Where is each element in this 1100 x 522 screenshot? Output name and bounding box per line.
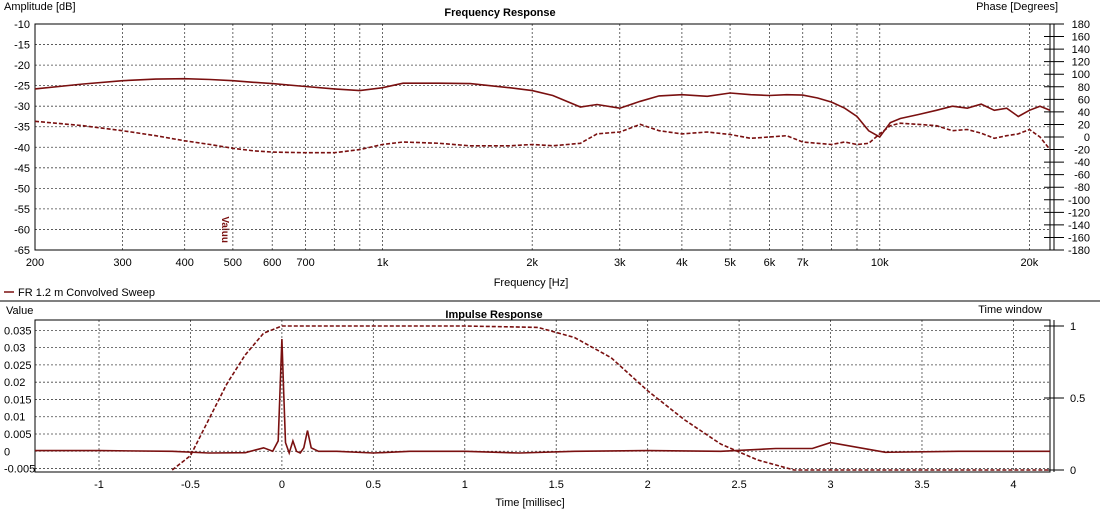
- fr-y2-tick: 160: [1072, 32, 1090, 44]
- impulse-response-plot: 0.035 0.03 0.025 0.02 0.015 0.01 0.005 0 -0.005 1…: [4, 319, 1085, 491]
- fr-y2-tick: -80: [1074, 182, 1090, 194]
- fr-y2-tick: 60: [1078, 94, 1090, 106]
- ir-frame: [34, 319, 1051, 473]
- fr-y2-tick: -140: [1068, 220, 1090, 232]
- ir-y-tick: 0.01: [4, 412, 25, 424]
- fr-y-tick: -35: [14, 122, 30, 134]
- fr-y-tick: -65: [14, 245, 30, 257]
- fr-y-tick: -30: [14, 101, 30, 113]
- fr-x-tick: 20k: [1021, 257, 1039, 269]
- fr-y2-tick: -40: [1074, 157, 1090, 169]
- fr-y2-tick: 0: [1084, 132, 1090, 144]
- ir-impulse-line: [35, 338, 1050, 456]
- ir-y-tick: -0.005: [4, 464, 35, 476]
- ir-y-tick: 0.025: [4, 360, 32, 372]
- ir-y2-tick: 1: [1070, 321, 1076, 333]
- fr-y2-tick: -20: [1074, 145, 1090, 157]
- fr-y-tick: -15: [14, 40, 30, 52]
- ir-y-tick: 0.02: [4, 377, 25, 389]
- ir-y2-tick: 0: [1070, 465, 1076, 477]
- fr-y-tick: -20: [14, 60, 30, 72]
- ir-title: Impulse Response: [445, 309, 542, 321]
- fr-x-tick: 2k: [526, 257, 538, 269]
- fr-x-tick: 6k: [764, 257, 776, 269]
- fr-amplitude-line: [34, 77, 1051, 139]
- fr-y2-tick: -160: [1068, 232, 1090, 244]
- ir-y-tick: 0.005: [4, 429, 32, 441]
- fr-y2-tick: -60: [1074, 170, 1090, 182]
- ir-y-tick: 0.035: [4, 325, 32, 337]
- ir-x-tick: 2: [645, 479, 651, 491]
- fr-legend-entry: FR 1.2 m Convolved Sweep: [18, 287, 155, 299]
- fr-y2-tick: -120: [1068, 207, 1090, 219]
- fr-y2-tick: 180: [1072, 19, 1090, 31]
- ir-time-window-line: [171, 325, 1050, 471]
- fr-x-tick: 400: [175, 257, 193, 269]
- ir-y-tick: 0: [4, 446, 10, 458]
- fr-xlabel: Frequency [Hz]: [494, 277, 569, 289]
- fr-y-tick: -25: [14, 81, 30, 93]
- fr-ylabel: Amplitude [dB]: [4, 1, 76, 13]
- fr-y-tick: -60: [14, 224, 30, 236]
- ir-x-tick: 3.5: [914, 479, 929, 491]
- fr-y-tick: -10: [14, 19, 30, 31]
- fr-x-tick: 3k: [614, 257, 626, 269]
- ir-x-tick: 0.5: [366, 479, 381, 491]
- ir-y-tick: 0.015: [4, 394, 32, 406]
- fr-y2-tick: 80: [1078, 82, 1090, 94]
- ir-y2-tick: 0.5: [1070, 393, 1085, 405]
- ir-x-tick: -0.5: [181, 479, 200, 491]
- fr-y2-tick: 40: [1078, 107, 1090, 119]
- fr-y2-tick: 20: [1078, 119, 1090, 131]
- fr-x-tick: 5k: [724, 257, 736, 269]
- ir-x-tick: -1: [94, 479, 104, 491]
- fr-x-tick: 1k: [377, 257, 389, 269]
- fr-x-tick: 200: [26, 257, 44, 269]
- fr-y-tick: -50: [14, 183, 30, 195]
- fr-x-tick: 7k: [797, 257, 809, 269]
- fr-x-tick: 10k: [871, 257, 889, 269]
- fr-y2-tick: 140: [1072, 44, 1090, 56]
- fr-y-tick: -55: [14, 204, 30, 216]
- fr-x-tick: 600: [263, 257, 281, 269]
- ir-x-tick: 4: [1010, 479, 1016, 491]
- fr-y-tick: -40: [14, 142, 30, 154]
- ir-xlabel: Time [millisec]: [495, 497, 564, 509]
- ir-x-tick: 3: [827, 479, 833, 491]
- fr-title: Frequency Response: [444, 7, 555, 19]
- fr-y2-tick: 100: [1072, 69, 1090, 81]
- ir-x-tick: 2.5: [731, 479, 746, 491]
- ir-y-tick: 0.03: [4, 343, 25, 355]
- ir-x-tick: 0: [279, 479, 285, 491]
- fr-x-tick: 500: [224, 257, 242, 269]
- ir-x-tick: 1: [462, 479, 468, 491]
- fr-y2-tick: -100: [1068, 195, 1090, 207]
- fr-y2label: Phase [Degrees]: [976, 1, 1058, 13]
- ir-x-tick: 1.5: [549, 479, 564, 491]
- fr-phase-line: [34, 120, 1051, 154]
- fr-y-tick: -45: [14, 163, 30, 175]
- ir-ylabel: Value: [6, 305, 33, 317]
- fr-x-tick: 300: [113, 257, 131, 269]
- fr-x-tick: 4k: [676, 257, 688, 269]
- fr-y2-tick: -180: [1068, 245, 1090, 257]
- ir-y2label: Time window: [978, 304, 1042, 316]
- fr-frame: [34, 23, 1051, 251]
- fr-x-tick: 700: [296, 257, 314, 269]
- frequency-response-plot: -10-15-20-25-30-35-40-45-50-55-60-651801…: [14, 19, 1090, 269]
- fr-y2-tick: 120: [1072, 57, 1090, 69]
